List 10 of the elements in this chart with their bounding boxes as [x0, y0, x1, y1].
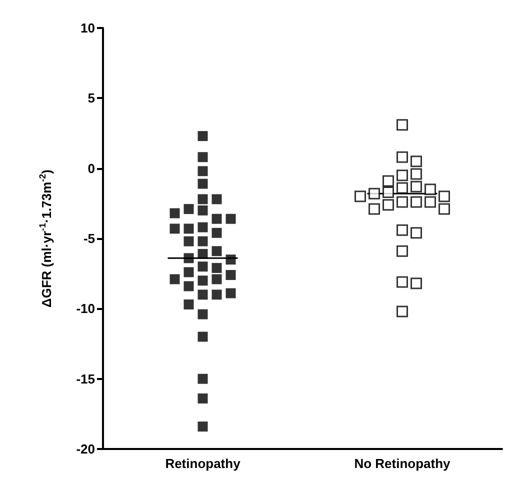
y-tick-label: 0 [88, 160, 95, 176]
y-tick-label: 10 [80, 20, 95, 36]
y-tick-label: -5 [83, 231, 95, 246]
y-axis-title: ΔGFR (ml·yr-1·1.73m-2) [38, 169, 54, 308]
x-tick-label: No Retinopathy [354, 456, 452, 471]
y-tick-label: -20 [76, 442, 95, 456]
y-tick-label: 5 [88, 90, 95, 106]
y-tick-label: -15 [76, 371, 95, 386]
x-tick-label: Retinopathy [165, 456, 242, 471]
y-tick-label: -10 [76, 301, 95, 316]
